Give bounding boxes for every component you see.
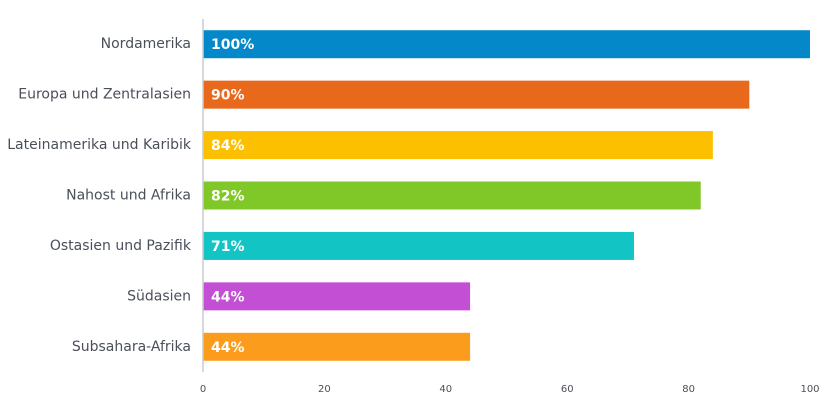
x-tick-label-3: 60 [561,384,574,395]
category-label-3: Nahost und Afrika [66,188,191,204]
bar-6 [203,332,471,361]
category-label-1: Europa und Zentralasien [18,87,191,103]
x-tick-label-0: 0 [200,384,206,395]
value-label-5: 44% [211,289,245,305]
x-axis-ticks: 0 20 40 60 80 100 [200,384,820,395]
value-labels: 100% 90% 84% 82% 71% 44% 44% [211,37,254,356]
category-label-4: Ostasien und Pazifik [50,238,192,254]
value-label-6: 44% [211,340,245,356]
category-label-6: Subsahara-Afrika [72,339,191,355]
bar-4 [203,231,634,260]
bars-group [203,30,810,361]
category-labels: Nordamerika Europa und Zentralasien Latein… [7,36,192,355]
x-tick-label-1: 20 [318,384,331,395]
value-label-1: 90% [211,88,245,104]
bar-3 [203,181,701,210]
bar-0 [203,30,810,59]
value-label-4: 71% [211,239,245,255]
x-tick-label-2: 40 [439,384,452,395]
value-label-3: 82% [211,189,245,205]
x-tick-label-4: 80 [682,384,695,395]
bar-1 [203,80,750,109]
category-label-2: Lateinamerika und Karibik [7,137,192,153]
bar-2 [203,131,713,160]
bar-5 [203,282,471,311]
value-label-0: 100% [211,37,254,53]
category-label-5: Südasien [127,288,191,304]
category-label-0: Nordamerika [101,36,191,52]
x-tick-label-5: 100 [800,384,819,395]
value-label-2: 84% [211,138,245,154]
